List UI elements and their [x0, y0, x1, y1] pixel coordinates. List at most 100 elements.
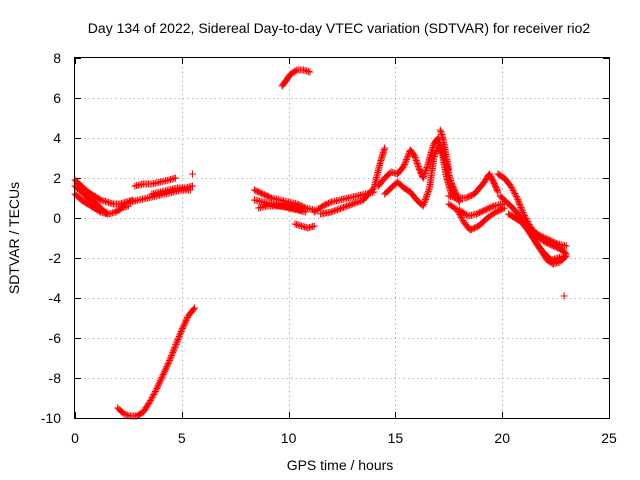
data-point [175, 334, 183, 342]
data-point [422, 194, 430, 202]
data-point [162, 364, 170, 372]
y-tick-label: -2 [49, 250, 62, 266]
y-tick-label: 8 [53, 50, 61, 66]
data-point [95, 207, 103, 215]
data-point [518, 205, 526, 213]
data-point [177, 328, 185, 336]
series-track-q [436, 126, 453, 174]
data-point [520, 210, 528, 218]
data-point [516, 202, 524, 210]
data-point [508, 185, 516, 193]
data-point [421, 197, 429, 205]
data-point [164, 360, 172, 368]
data-point [149, 392, 157, 400]
data-point [381, 144, 389, 152]
series-track-p [381, 142, 459, 210]
data-point [510, 188, 518, 196]
data-point [512, 191, 520, 199]
data-point [150, 391, 158, 398]
data-point [423, 191, 431, 199]
data-point [445, 166, 453, 174]
data-point [158, 374, 166, 382]
data-point [151, 388, 159, 395]
data-point [404, 152, 412, 160]
x-axis-label: GPS time / hours [287, 457, 394, 473]
data-point [511, 190, 519, 197]
data-point [423, 192, 431, 200]
x-tick-label: 0 [71, 430, 79, 446]
data-point [403, 156, 411, 164]
data-point [147, 395, 155, 403]
data-point [356, 197, 364, 205]
data-point [338, 204, 346, 212]
y-tick-label: -10 [41, 410, 61, 426]
data-point [424, 189, 432, 197]
data-point [168, 352, 176, 360]
data-point [458, 215, 466, 223]
data-point [161, 367, 169, 375]
data-point [175, 332, 183, 340]
data-point [310, 222, 318, 230]
data-point [266, 193, 274, 201]
data-point [168, 350, 176, 358]
data-point [95, 195, 103, 203]
data-point [171, 344, 179, 352]
data-point [508, 184, 516, 191]
y-tick-label: -6 [49, 330, 62, 346]
data-point [171, 174, 179, 182]
data-point [507, 182, 515, 190]
data-point [103, 210, 111, 218]
data-point [352, 199, 360, 207]
data-point [160, 369, 168, 377]
y-tick-label: -8 [49, 370, 62, 386]
data-point [165, 358, 173, 366]
series-track-c [71, 190, 111, 218]
y-axis-label: SDTVAR / TECUs [6, 182, 22, 294]
data-point [420, 199, 428, 207]
data-point [146, 398, 154, 406]
data-point [181, 318, 189, 326]
data-points [71, 66, 570, 420]
data-point [509, 187, 517, 194]
data-point [148, 394, 156, 401]
data-point [172, 340, 180, 348]
data-point [145, 399, 153, 407]
data-point [156, 377, 164, 385]
data-point [402, 157, 410, 165]
data-point [333, 206, 341, 214]
data-point [163, 363, 171, 371]
data-point [340, 203, 348, 211]
data-point [191, 304, 199, 312]
data-point [347, 201, 355, 209]
data-point [399, 163, 407, 171]
data-point [159, 372, 167, 380]
data-point [151, 389, 159, 397]
x-tick-label: 5 [178, 430, 186, 446]
data-point [403, 154, 411, 162]
data-point [488, 203, 496, 211]
chart-title: Day 134 of 2022, Sidereal Day-to-day VTE… [88, 20, 591, 36]
data-point [117, 205, 125, 213]
data-point [562, 252, 570, 260]
data-point [514, 196, 522, 204]
data-point [457, 214, 465, 221]
data-point [153, 384, 161, 392]
grid [75, 58, 609, 418]
data-point [180, 321, 188, 329]
data-point [157, 375, 165, 383]
data-point [517, 204, 525, 212]
data-point [500, 204, 508, 212]
y-tick-label: 4 [53, 130, 61, 146]
series-isolated-upper-left [188, 170, 196, 178]
data-point [178, 326, 186, 334]
data-point [119, 409, 127, 417]
data-point [190, 305, 198, 313]
data-point [355, 198, 363, 206]
data-point [400, 162, 408, 170]
data-point [167, 353, 175, 361]
data-point [512, 193, 520, 200]
data-point [306, 68, 314, 76]
series-track-f [148, 182, 196, 198]
data-point [166, 356, 174, 364]
data-point [493, 187, 501, 195]
